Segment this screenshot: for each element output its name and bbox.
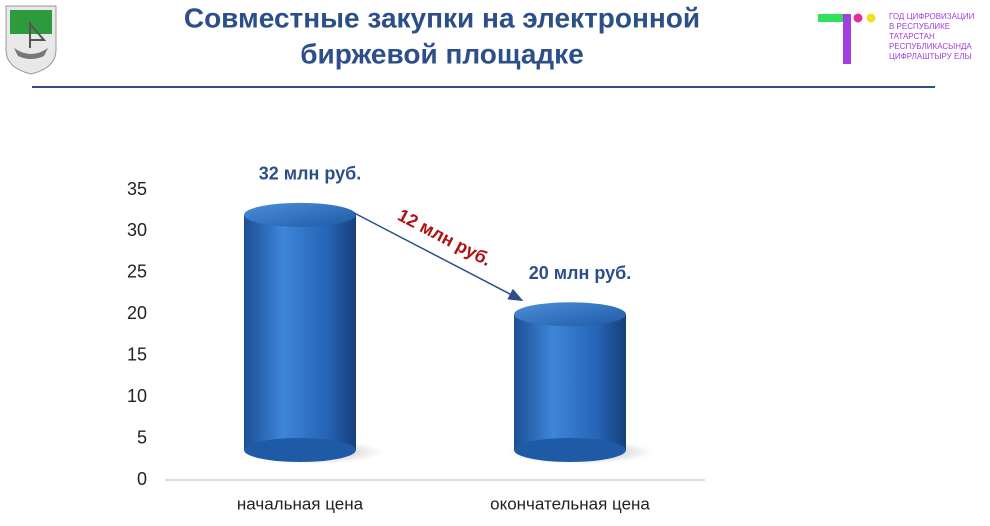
bar (514, 314, 626, 450)
title: Совместные закупки на электронной биржево… (184, 2, 700, 69)
bar-top (514, 302, 626, 327)
x-tick-label: начальная цена (237, 494, 364, 513)
value-label: 20 млн руб. (529, 263, 632, 283)
y-tick-label: 10 (127, 386, 147, 406)
title-line: Совместные закупки на электронной (184, 2, 700, 33)
logo-line: В РЕСПУБЛИКЕ (889, 22, 950, 31)
y-tick-label: 20 (127, 303, 147, 323)
y-tick-label: 0 (137, 469, 147, 489)
x-tick-label: окончательная цена (490, 494, 650, 513)
y-tick-label: 30 (127, 220, 147, 240)
y-tick-label: 25 (127, 262, 147, 282)
logo-line: ТАТАРСТАН (889, 32, 935, 41)
logo-line: ЦИФРЛАШТЫРУ ЕЛЫ (889, 52, 972, 61)
y-tick-label: 15 (127, 344, 147, 364)
chart: 0 5 10 15 20 25 30 35 начальная цена 32 млн руб. о… (127, 164, 705, 513)
y-tick-label: 5 (137, 427, 147, 447)
logo-line: ГОД ЦИФРОВИЗАЦИИ (889, 12, 975, 21)
bar-bottom (244, 438, 356, 462)
bar (244, 214, 356, 450)
bar-top (244, 202, 356, 227)
title-line: биржевой площадке (300, 38, 584, 69)
emblem (5, 5, 57, 75)
bar-bottom (514, 438, 626, 462)
value-label: 32 млн руб. (259, 164, 362, 184)
y-tick-label: 35 (127, 179, 147, 199)
logo-line: РЕСПУБЛИКАСЫНДА (889, 42, 972, 51)
logo (818, 13, 876, 64)
arrow (353, 212, 524, 301)
